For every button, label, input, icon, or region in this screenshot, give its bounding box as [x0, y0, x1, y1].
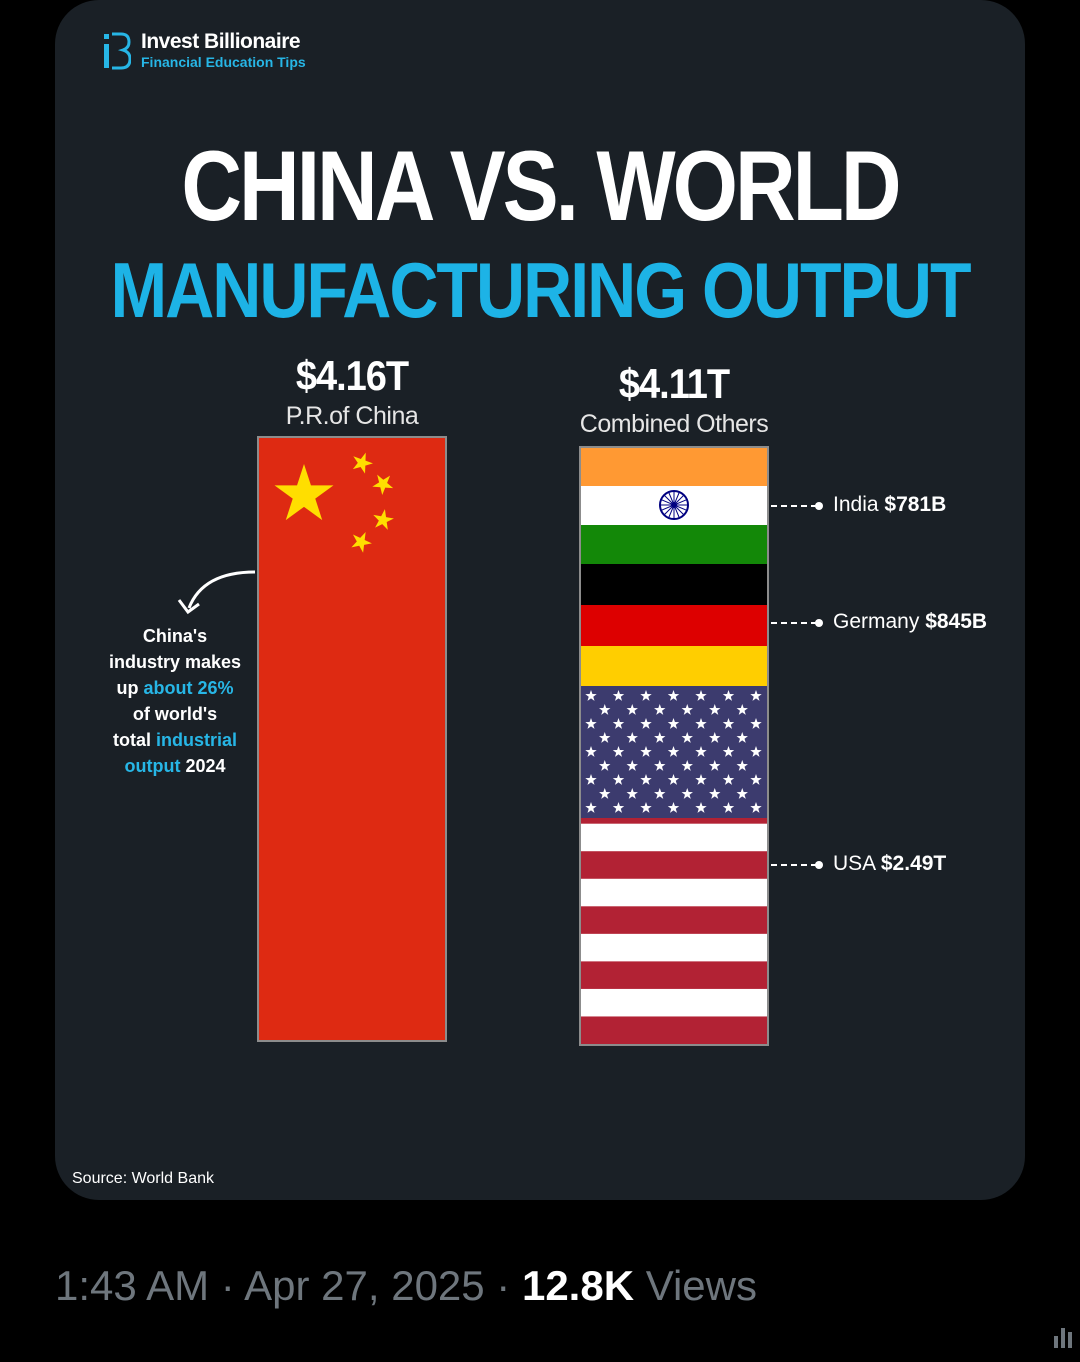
china-flag-stars-icon [274, 449, 399, 555]
china-bar-label: P.R.of China [285, 402, 419, 430]
germany-value: $845B [925, 610, 988, 633]
others-bar-label: Combined Others [579, 410, 769, 438]
views-count: 12.8K [521, 1262, 635, 1309]
tweet-meta: 1:43 AM · Apr 27, 2025 · 12.8K Views [55, 1262, 757, 1309]
source-note: Source: World Bank [72, 1170, 214, 1187]
tweet-time[interactable]: 1:43 AM [55, 1262, 210, 1309]
usa-label: USA $2.49T [833, 852, 947, 875]
india-value: $781B [884, 493, 947, 516]
note-line: output 2024 [124, 756, 226, 776]
india-leader-dot [815, 502, 823, 510]
brand: Invest Billionaire Financial Education T… [103, 30, 306, 71]
china-bar [257, 436, 447, 1042]
page-subtitle: MANUFACTURING OUTPUT [110, 247, 971, 335]
note-highlight: industrial [155, 730, 237, 750]
ashoka-chakra-icon [659, 490, 689, 520]
analytics-icon[interactable] [1052, 1322, 1074, 1350]
germany-leader-line [771, 622, 817, 624]
usa-leader-dot [815, 861, 823, 869]
note-line: total industrial [112, 730, 237, 750]
curved-arrow-icon [177, 570, 256, 615]
note-line: of world's [132, 704, 218, 724]
brand-tagline: Financial Education Tips [141, 54, 306, 70]
page-title: CHINA VS. WORLD [181, 130, 901, 242]
combined-others-bar [579, 446, 769, 1046]
views-label: Views [634, 1262, 757, 1309]
india-segment [581, 448, 767, 564]
india-leader-line [771, 505, 817, 507]
note-line: China's [142, 626, 208, 646]
germany-segment [581, 564, 767, 686]
tweet-date[interactable]: Apr 27, 2025 [244, 1262, 485, 1309]
germany-label: Germany $845B [833, 610, 988, 633]
usa-value: $2.49T [880, 852, 947, 875]
note-highlight: about 26% [143, 678, 234, 698]
note-line: up about 26% [116, 678, 234, 698]
india-label: India $781B [833, 493, 947, 516]
china-value-label: $4.16T [295, 353, 409, 401]
infographic-card: Invest Billionaire Financial Education T… [55, 0, 1025, 1200]
brand-name: Invest Billionaire [141, 30, 301, 53]
annotation-note: China's industry makes up about 26% of w… [101, 623, 249, 779]
others-value-label: $4.11T [618, 361, 730, 409]
note-highlight: output [124, 756, 181, 776]
usa-flag-icon [581, 686, 767, 1045]
usa-leader-line [771, 864, 817, 866]
note-line: industry makes [108, 652, 242, 672]
germany-leader-dot [815, 619, 823, 627]
usa-segment [581, 686, 767, 1045]
invest-billionaire-logo-icon [104, 32, 131, 69]
